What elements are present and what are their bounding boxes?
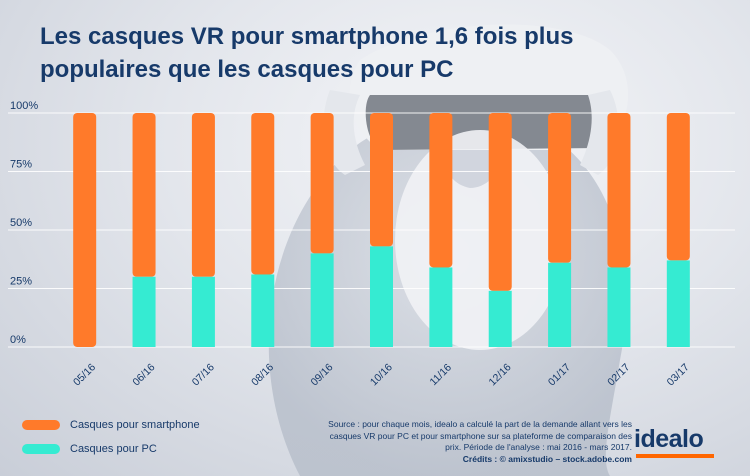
idealo-logo: idealo — [634, 425, 704, 453]
bar-smartphone — [191, 113, 215, 277]
bar-pc — [251, 274, 275, 347]
legend: Casques pour smartphone Casques pour PC — [22, 413, 200, 461]
x-tick-label: 09/16 — [308, 361, 335, 388]
x-tick-label: 07/16 — [190, 361, 217, 388]
x-tick-label: 06/16 — [130, 361, 157, 388]
legend-label-pc: Casques pour PC — [70, 443, 157, 455]
bar-pc — [607, 267, 631, 347]
bar-pc — [429, 267, 453, 347]
bar-smartphone — [73, 113, 97, 347]
x-tick-label: 02/17 — [605, 361, 632, 388]
bar-smartphone — [607, 113, 631, 268]
y-tick-label: 75% — [10, 159, 32, 171]
x-tick-label: 05/16 — [71, 361, 98, 388]
bar-smartphone — [132, 113, 156, 277]
bar-pc — [132, 276, 156, 347]
bar-pc — [310, 253, 334, 347]
bar-smartphone — [370, 113, 393, 247]
y-tick-label: 0% — [10, 334, 26, 346]
x-tick-label: 08/16 — [249, 361, 276, 388]
y-tick-label: 25% — [10, 276, 32, 288]
y-tick-label: 100% — [10, 100, 38, 112]
bar-smartphone — [251, 113, 275, 275]
x-tick-label: 03/17 — [665, 361, 692, 388]
legend-swatch-smartphone — [22, 420, 60, 430]
bar-pc — [370, 246, 393, 347]
y-tick-label: 50% — [10, 217, 32, 229]
logo-underline — [636, 454, 714, 458]
legend-item-pc: Casques pour PC — [22, 437, 200, 461]
bar-pc — [548, 262, 572, 347]
x-tick-label: 12/16 — [487, 361, 514, 388]
x-tick-label: 11/16 — [427, 362, 454, 389]
chart-title: Les casques VR pour smartphone 1,6 fois … — [40, 23, 574, 83]
bar-smartphone — [429, 113, 453, 268]
source-note: Source : pour chaque mois, idealo a calc… — [316, 419, 632, 465]
x-tick-label: 01/17 — [546, 361, 573, 388]
bar-pc — [666, 260, 690, 347]
bar-smartphone — [488, 113, 512, 291]
legend-item-smartphone: Casques pour smartphone — [22, 413, 200, 437]
bar-pc — [191, 276, 215, 347]
bar-smartphone — [666, 113, 690, 261]
bar-smartphone — [548, 113, 572, 263]
credits-text: Crédits : © amixstudio – stock.adobe.com — [462, 453, 632, 464]
bar-smartphone — [310, 113, 334, 254]
legend-label-smartphone: Casques pour smartphone — [70, 419, 200, 431]
bar-pc — [488, 290, 512, 347]
legend-swatch-pc — [22, 444, 60, 454]
source-text: Source : pour chaque mois, idealo a calc… — [328, 419, 632, 452]
x-tick-label: 10/16 — [368, 361, 395, 388]
